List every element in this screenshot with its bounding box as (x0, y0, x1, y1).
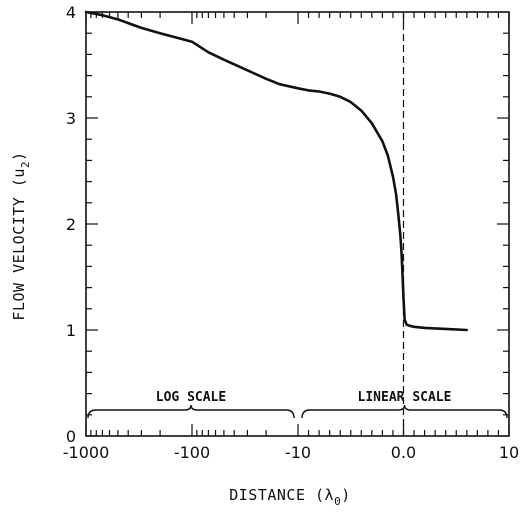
y-tick-label: 3 (66, 109, 76, 128)
x-axis-title: DISTANCE (λ0) (229, 486, 351, 508)
flow-velocity-curve (84, 10, 469, 332)
linear-scale-brace (301, 404, 508, 419)
x-tick-label: 10 (499, 443, 519, 462)
x-tick-label: -10 (285, 443, 311, 462)
x-tick-label: 0.0 (391, 443, 416, 462)
y-tick-label: 0 (66, 427, 76, 446)
y-axis-title-close: ) (10, 151, 28, 161)
log-scale-brace (87, 404, 295, 419)
x-axis-title-close: ) (341, 486, 351, 504)
y-tick-label: 2 (66, 215, 76, 234)
x-tick-label: -100 (174, 443, 210, 462)
y-axis-title: FLOW VELOCITY (u2) (10, 151, 32, 320)
log-scale-label: LOG SCALE (156, 390, 226, 405)
plot-frame (85, 11, 510, 437)
y-tick-label: 1 (66, 321, 76, 340)
y-tick-label: 4 (66, 3, 76, 22)
linear-scale-label: LINEAR SCALE (358, 390, 452, 405)
x-axis-title-subscript: 0 (334, 495, 341, 508)
x-tick-label: -1000 (63, 443, 110, 462)
y-axis-title-subscript: 2 (19, 161, 32, 168)
